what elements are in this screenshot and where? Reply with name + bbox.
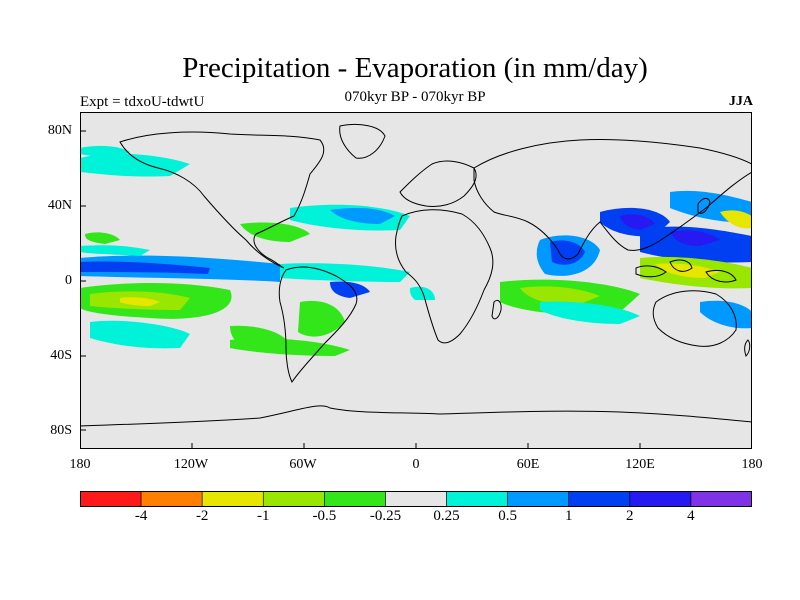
subtropic-pacific-dry [85, 232, 120, 244]
gulf-stream-wet [330, 208, 395, 224]
colorbar-box-3 [262, 491, 325, 507]
bering-teal [80, 145, 130, 158]
australia-coast [652, 290, 737, 347]
madagascar-coast [491, 299, 502, 320]
lat-label-0: 0 [65, 273, 72, 288]
colorbar-label: -2 [195, 508, 209, 524]
gulf-guinea-teal [410, 286, 435, 300]
lon-label-180w: 180 [69, 457, 91, 472]
south-indian-teal [540, 301, 640, 324]
west-pacific-wet-core [670, 230, 720, 246]
sumatra-coast [635, 265, 667, 278]
map-subtitle: 070kyr BP - 070kyr BP [344, 89, 486, 105]
field-contours [80, 145, 752, 356]
lat-label-40n: 40N [47, 198, 72, 213]
south-pacific-teal [90, 320, 190, 349]
north-america-coast [119, 131, 325, 269]
north-pacific-teal [80, 153, 190, 177]
map-ticks [80, 130, 641, 449]
colorbar-frame [80, 491, 752, 507]
map-title: Precipitation - Evaporation (in mm/day) [182, 52, 648, 84]
japan-coast [697, 197, 711, 214]
colorbar [80, 491, 752, 507]
experiment-label: Expt = tdxoU-tdwtU [80, 94, 205, 110]
south-pacific-yellow [120, 297, 160, 306]
colorbar-box-0 [80, 491, 142, 507]
east-asia-wet-core [620, 214, 655, 230]
colorbar-label: 4 [687, 508, 695, 524]
lon-label-60e: 60E [516, 457, 540, 472]
colorbar-label: -1 [257, 508, 270, 524]
pacific-yellow-patch [720, 210, 752, 229]
antarctica-coast [80, 405, 752, 427]
south-indian-dry-core [520, 286, 600, 305]
lat-label-80n: 80N [47, 123, 72, 138]
colorbar-label: -0.25 [369, 508, 402, 524]
colorbar-label: 0.25 [433, 508, 460, 524]
colorbar-box-4 [324, 491, 386, 507]
africa-coast [395, 209, 494, 344]
coastlines [80, 123, 752, 427]
asia-coast [473, 138, 752, 260]
pacific-north-teal [80, 245, 150, 256]
india-wet-core [550, 240, 585, 265]
colorbar-box-6 [446, 491, 508, 507]
colorbar-box-1 [140, 491, 203, 507]
colorbar-box-2 [201, 491, 264, 507]
coral-sea-wet [700, 300, 752, 329]
colorbar-box-5 [385, 491, 447, 507]
colorbar-box-8 [568, 491, 631, 507]
lon-label-180e: 180 [741, 457, 763, 472]
colorbar-label: 0.5 [498, 508, 517, 524]
world-map [80, 112, 752, 449]
lon-label-60w: 60W [289, 457, 317, 472]
south-america-dry [298, 300, 345, 337]
borneo-coast [669, 259, 693, 272]
lon-label-120e: 120E [625, 457, 655, 472]
colorbar-label: -0.5 [312, 508, 337, 524]
new-zealand-coast [744, 339, 751, 357]
south-pacific-subtropic-dry [230, 338, 350, 356]
colorbar-label: -4 [134, 508, 148, 524]
amazon-wet [330, 281, 370, 298]
new-guinea-coast [705, 269, 737, 283]
greenland-coast [339, 123, 386, 159]
pacific-itcz-core [80, 261, 210, 274]
season-label: JJA [728, 94, 753, 109]
colorbar-label: 1 [564, 508, 573, 524]
colorbar-label: 2 [626, 508, 634, 524]
lon-label-120w: 120W [173, 457, 209, 472]
colorbar-box-7 [507, 491, 570, 507]
lat-label-80s: 80S [50, 423, 72, 438]
lat-label-40s: 40S [50, 348, 72, 363]
colorbar-box-10 [690, 491, 752, 507]
colorbar-box-9 [629, 491, 692, 507]
lon-label-0: 0 [412, 457, 420, 472]
mexico-dry [240, 222, 310, 242]
south-america-coast [278, 266, 358, 383]
colorbar-boxes [80, 491, 752, 507]
